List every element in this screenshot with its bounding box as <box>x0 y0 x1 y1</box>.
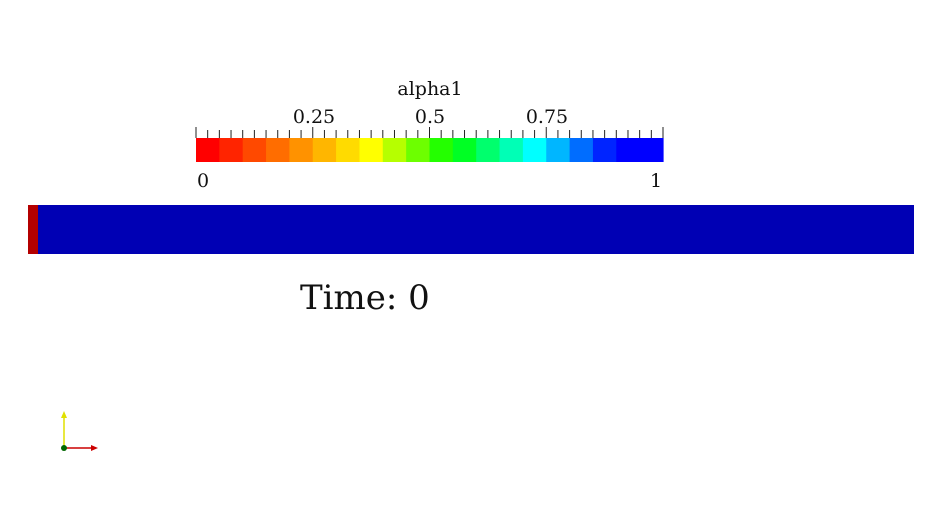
x-axis-arrow-icon <box>91 445 98 451</box>
scalar-bar-color-band <box>639 138 664 162</box>
scalar-bar-color-band <box>452 138 477 162</box>
scalar-bar-color-band <box>406 138 431 162</box>
scalar-bar-color-band <box>569 138 594 162</box>
time-annotation: Time: 0 <box>300 278 430 318</box>
scalar-bar-color-band <box>219 138 244 162</box>
scalar-bar-color-band <box>546 138 571 162</box>
scalar-bar-color-band <box>429 138 454 162</box>
mesh-domain-inlet-region <box>28 205 38 254</box>
scalar-bar-color-band <box>476 138 501 162</box>
scalar-bar-color-bands <box>196 138 664 162</box>
axes-origin-icon <box>61 445 67 451</box>
scalar-bar-tick-label-025: 0.25 <box>292 106 336 128</box>
scalar-bar-ticks <box>195 127 664 138</box>
scalar-bar-color-band <box>382 138 407 162</box>
scalar-bar-color-band <box>616 138 641 162</box>
scalar-bar-color-band <box>312 138 337 162</box>
scalar-bar-tick-label-075: 0.75 <box>525 106 569 128</box>
scalar-bar-range-min: 0 <box>197 170 210 192</box>
y-axis-arrow-icon <box>61 411 67 418</box>
scalar-bar[interactable] <box>0 0 932 180</box>
scalar-bar-title: alpha1 <box>397 78 463 100</box>
scalar-bar-color-band <box>522 138 547 162</box>
scalar-bar-tick-label-05: 0.5 <box>414 106 446 128</box>
scalar-bar-color-band <box>336 138 361 162</box>
scalar-bar-color-band <box>359 138 384 162</box>
scalar-bar-color-band <box>499 138 524 162</box>
scalar-bar-color-band <box>592 138 617 162</box>
scalar-bar-color-band <box>266 138 290 162</box>
scalar-bar-color-band <box>242 138 267 162</box>
scalar-bar-range-max: 1 <box>650 170 663 192</box>
orientation-axes-icon[interactable] <box>50 405 110 460</box>
mesh-domain[interactable] <box>28 205 914 254</box>
scalar-bar-color-band <box>289 138 314 162</box>
scalar-bar-color-band <box>196 138 220 162</box>
